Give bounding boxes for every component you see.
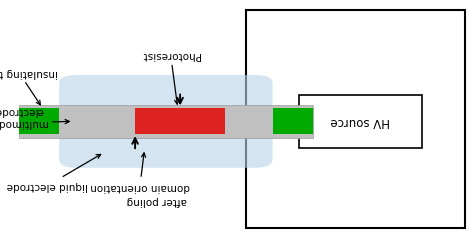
Bar xyxy=(19,105,313,138)
Text: HV source: HV source xyxy=(330,115,390,128)
Text: domain orientation: domain orientation xyxy=(90,153,190,192)
Text: multimode: multimode xyxy=(0,118,69,128)
Text: insulating tape: insulating tape xyxy=(0,68,58,105)
Bar xyxy=(299,95,422,148)
Bar xyxy=(135,108,225,134)
Text: liquid electrode: liquid electrode xyxy=(7,154,100,191)
Text: electrode: electrode xyxy=(0,106,44,116)
Text: after poling: after poling xyxy=(126,196,187,206)
Text: Photoresist: Photoresist xyxy=(141,50,200,104)
Bar xyxy=(19,108,59,134)
FancyBboxPatch shape xyxy=(59,75,273,168)
Bar xyxy=(246,10,465,228)
Bar xyxy=(273,108,313,134)
